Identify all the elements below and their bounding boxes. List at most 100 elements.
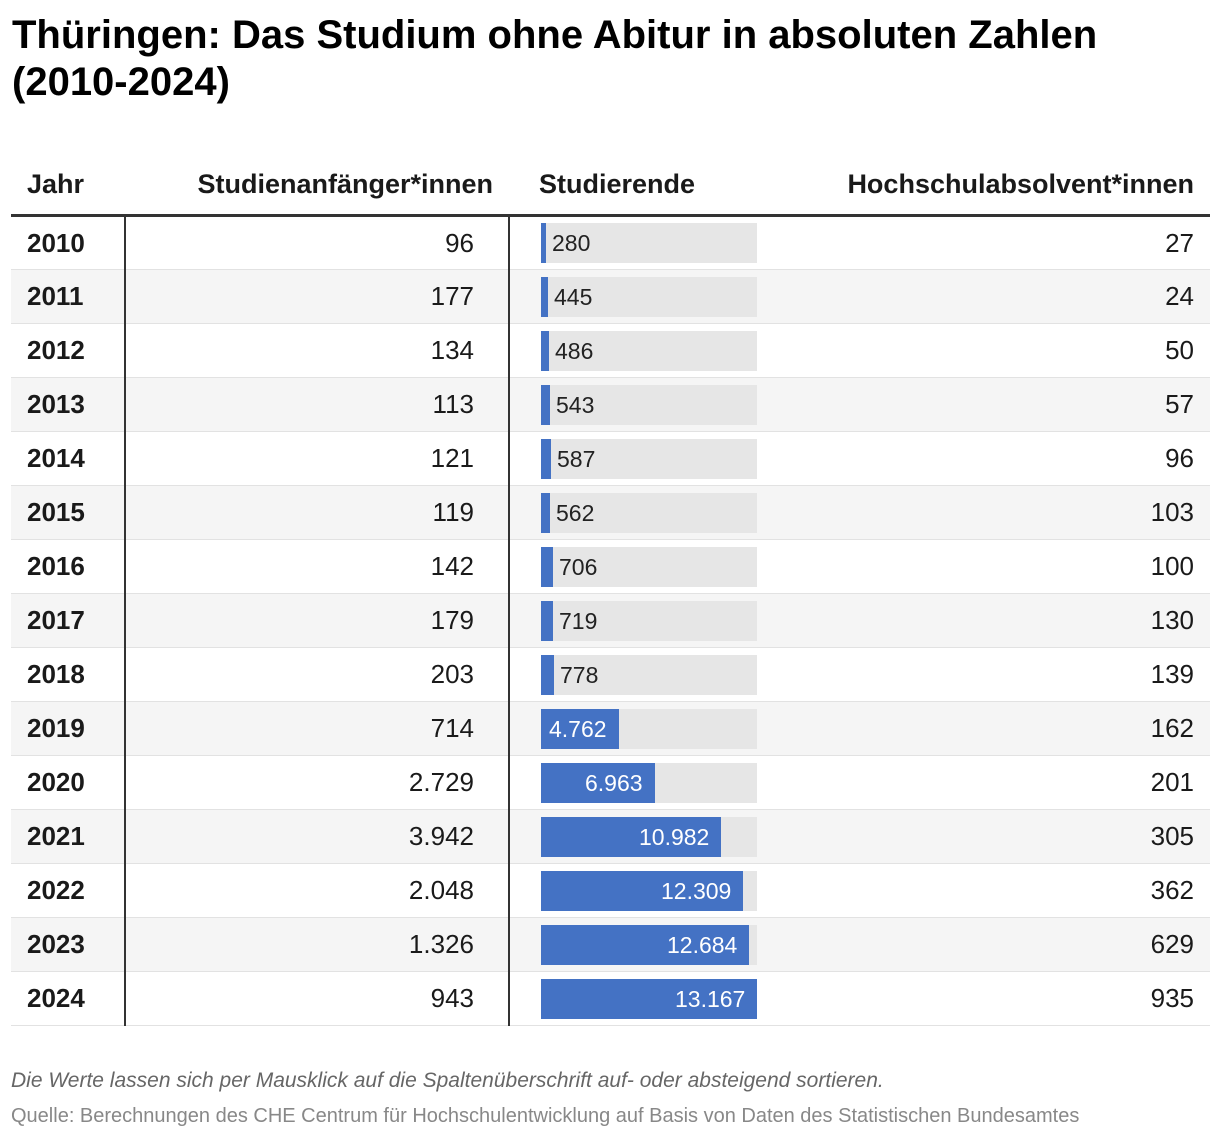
studierende-bar	[541, 330, 549, 371]
cell-year: 2018	[11, 647, 126, 702]
studierende-bar-label: 10.982	[639, 823, 710, 850]
studierende-bar	[541, 708, 619, 749]
cell-year: 2013	[11, 377, 126, 432]
studierende-bar	[541, 384, 550, 425]
studierende-bar-label: 562	[556, 499, 595, 526]
studierende-bar	[541, 654, 554, 695]
table-row: 2022 2.048 12.309 362	[11, 863, 1210, 918]
bar-track: 543	[541, 384, 757, 425]
studierende-bar-label: 12.684	[667, 931, 738, 958]
studierende-bar	[541, 223, 546, 263]
cell-year: 2017	[11, 593, 126, 648]
table-row: 2019 714 4.762 162	[11, 701, 1210, 756]
studierende-bar	[541, 492, 550, 533]
bar-track: 13.167	[541, 978, 757, 1019]
table-row: 2018 203 778 139	[11, 647, 1210, 702]
studierende-bar-label: 4.762	[549, 715, 607, 742]
cell-studierende: 280	[509, 215, 788, 270]
bar-track: 486	[541, 330, 757, 371]
cell-studienanfaenger: 3.942	[125, 809, 510, 864]
studierende-bar	[541, 546, 553, 587]
studierende-bar-label: 587	[557, 445, 596, 472]
studierende-bar-label: 445	[554, 283, 593, 310]
source-note: Quelle: Berechnungen des CHE Centrum für…	[11, 1105, 1080, 1127]
studierende-bar	[541, 924, 749, 965]
bar-track: 445	[541, 276, 757, 317]
cell-studienanfaenger: 1.326	[125, 917, 510, 972]
cell-year: 2023	[11, 917, 126, 972]
cell-year: 2010	[11, 215, 126, 270]
cell-studienanfaenger: 96	[125, 215, 510, 270]
studierende-bar-label: 486	[555, 337, 594, 364]
data-table: Jahr Studienanfänger*innen Studierende H…	[11, 154, 1210, 1026]
table-row: 2021 3.942 10.982 305	[11, 809, 1210, 864]
cell-studienanfaenger: 177	[125, 269, 510, 324]
table-row: 2020 2.729 6.963 201	[11, 755, 1210, 810]
column-header-studierende[interactable]: Studierende	[509, 154, 788, 217]
cell-absolventen: 130	[788, 593, 1210, 648]
cell-studienanfaenger: 121	[125, 431, 510, 486]
column-header-jahr[interactable]: Jahr	[11, 154, 125, 217]
cell-absolventen: 96	[788, 431, 1210, 486]
cell-absolventen: 629	[788, 917, 1210, 972]
cell-studienanfaenger: 2.048	[125, 863, 510, 918]
studierende-bar-label: 778	[560, 661, 599, 688]
bar-track: 778	[541, 654, 757, 695]
cell-studierende: 587	[509, 431, 788, 486]
table-row: 2016 142 706 100	[11, 539, 1210, 594]
column-header-absolventen[interactable]: Hochschulabsolvent*innen	[788, 154, 1210, 217]
cell-studienanfaenger: 113	[125, 377, 510, 432]
cell-studierende: 10.982	[509, 809, 788, 864]
bar-track: 280	[541, 223, 757, 263]
cell-year: 2024	[11, 971, 126, 1026]
cell-absolventen: 100	[788, 539, 1210, 594]
studierende-bar-label: 280	[552, 230, 591, 256]
cell-year: 2011	[11, 269, 126, 324]
cell-studienanfaenger: 2.729	[125, 755, 510, 810]
cell-studierende: 706	[509, 539, 788, 594]
cell-year: 2019	[11, 701, 126, 756]
bar-track: 587	[541, 438, 757, 479]
studierende-bar	[541, 438, 551, 479]
studierende-bar	[541, 762, 655, 803]
cell-year: 2012	[11, 323, 126, 378]
cell-studierende: 543	[509, 377, 788, 432]
cell-absolventen: 103	[788, 485, 1210, 540]
cell-absolventen: 935	[788, 971, 1210, 1026]
cell-absolventen: 139	[788, 647, 1210, 702]
cell-studienanfaenger: 179	[125, 593, 510, 648]
cell-year: 2016	[11, 539, 126, 594]
cell-studienanfaenger: 203	[125, 647, 510, 702]
cell-year: 2021	[11, 809, 126, 864]
cell-absolventen: 162	[788, 701, 1210, 756]
bar-track: 10.982	[541, 816, 757, 857]
table-row: 2012 134 486 50	[11, 323, 1210, 378]
cell-absolventen: 305	[788, 809, 1210, 864]
studierende-bar	[541, 870, 743, 911]
bar-track: 562	[541, 492, 757, 533]
cell-studienanfaenger: 943	[125, 971, 510, 1026]
cell-studienanfaenger: 134	[125, 323, 510, 378]
bar-track: 719	[541, 600, 757, 641]
sort-hint-note: Die Werte lassen sich per Mausklick auf …	[11, 1069, 884, 1092]
studierende-bar-label: 719	[559, 607, 598, 634]
studierende-bar-label: 543	[556, 391, 595, 418]
studierende-bar	[541, 978, 757, 1019]
cell-absolventen: 57	[788, 377, 1210, 432]
table-row: 2014 121 587 96	[11, 431, 1210, 486]
bar-track: 4.762	[541, 708, 757, 749]
cell-studierende: 13.167	[509, 971, 788, 1026]
cell-year: 2014	[11, 431, 126, 486]
table-row: 2010 96 280 27	[11, 215, 1210, 270]
studierende-bar-label: 13.167	[675, 985, 746, 1012]
studierende-bar	[541, 816, 721, 857]
studierende-bar	[541, 600, 553, 641]
table-row: 2017 179 719 130	[11, 593, 1210, 648]
bar-track: 6.963	[541, 762, 757, 803]
header-row: Jahr Studienanfänger*innen Studierende H…	[11, 154, 1210, 217]
column-header-studienanfaenger[interactable]: Studienanfänger*innen	[125, 154, 509, 217]
table-row: 2024 943 13.167 935	[11, 971, 1210, 1026]
chart-title: Thüringen: Das Studium ohne Abitur in ab…	[12, 13, 1098, 104]
bar-track: 12.684	[541, 924, 757, 965]
cell-studierende: 4.762	[509, 701, 788, 756]
